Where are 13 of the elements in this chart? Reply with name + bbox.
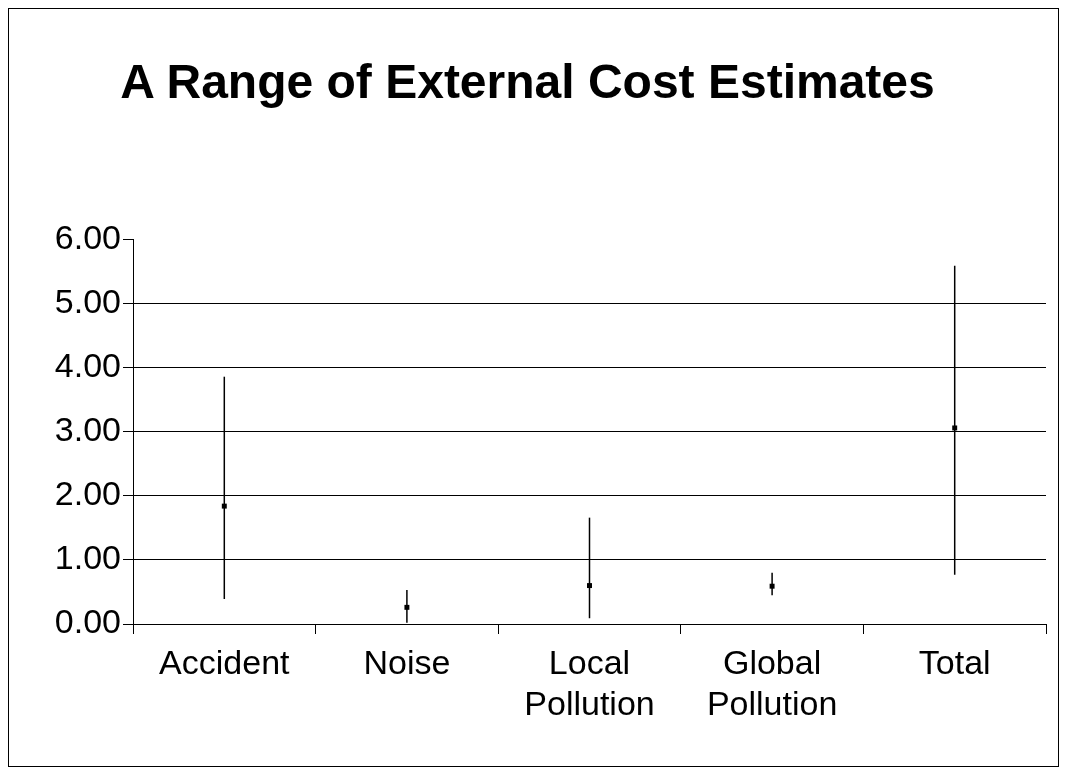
y-tick-label: 1.00 <box>54 538 121 577</box>
x-tick-label: Total <box>918 642 991 681</box>
chart-title: A Range of External Cost Estimates <box>120 55 935 109</box>
y-tick-label: 3.00 <box>54 410 121 449</box>
y-tick-label: 4.00 <box>54 346 121 385</box>
y-tick-label: 0.00 <box>54 602 121 641</box>
x-tick-label: Global Pollution <box>706 642 838 722</box>
x-tick-label: Accident <box>159 642 291 681</box>
y-tick-label: 5.00 <box>54 282 121 321</box>
y-tick-label: 2.00 <box>54 474 121 513</box>
x-tick-label: Noise <box>363 642 451 681</box>
x-tick-label: Local Pollution <box>524 642 655 722</box>
y-tick-label: 6.00 <box>54 217 121 256</box>
